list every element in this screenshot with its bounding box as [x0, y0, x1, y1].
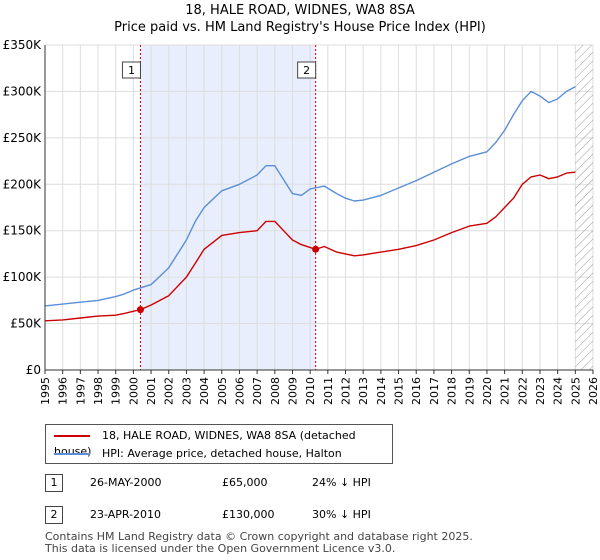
footer-copyright: Contains HM Land Registry data © Crown c…	[45, 530, 473, 543]
x-tick-label: 2010	[304, 377, 317, 405]
legend-swatch-property	[54, 435, 90, 437]
chart-subtitle: Price paid vs. HM Land Registry's House …	[114, 20, 486, 35]
transaction-marker-box	[297, 61, 317, 79]
x-tick-label: 2014	[375, 377, 388, 405]
chart-legend: 18, HALE ROAD, WIDNES, WA8 8SA (detached…	[45, 424, 393, 464]
x-tick-label: 2022	[516, 377, 529, 405]
x-tick-label: 2017	[428, 377, 441, 405]
legend-item-property: 18, HALE ROAD, WIDNES, WA8 8SA (detached…	[54, 428, 392, 458]
sale-point	[136, 306, 144, 314]
y-tick-label: £0	[26, 363, 41, 377]
legend-label-hpi: HPI: Average price, detached house, Halt…	[102, 447, 342, 460]
x-tick-label: 2011	[322, 377, 335, 405]
x-tick-label: 1997	[74, 377, 87, 405]
transaction-marker-label: 2	[303, 64, 310, 77]
transaction-hpi-diff: 30% ↓ HPI	[312, 508, 371, 521]
transaction-price: £130,000	[222, 508, 275, 521]
y-tick-label: £200K	[3, 177, 43, 191]
forecast-hatch	[575, 45, 593, 370]
x-tick-label: 2018	[446, 377, 459, 405]
transaction-number-badge: 2	[45, 506, 63, 524]
sale-point	[312, 245, 320, 253]
legend-item-hpi: HPI: Average price, detached house, Halt…	[54, 446, 342, 462]
x-tick-label: 2020	[481, 377, 494, 405]
y-tick-label: £300K	[3, 84, 43, 98]
x-tick-label: 1995	[39, 377, 52, 405]
x-tick-label: 2019	[463, 377, 476, 405]
y-tick-label: £350K	[3, 38, 43, 52]
legend-swatch-hpi	[54, 453, 90, 455]
x-tick-label: 2023	[534, 377, 547, 405]
transaction-price: £65,000	[222, 476, 268, 489]
hpi-line	[44, 86, 576, 307]
x-tick-label: 2003	[180, 377, 193, 405]
y-tick-label: £150K	[3, 224, 43, 238]
x-tick-label: 2008	[269, 377, 282, 405]
x-tick-label: 2012	[340, 377, 353, 405]
x-tick-label: 2021	[499, 377, 512, 405]
y-tick-label: £250K	[3, 131, 43, 145]
x-tick-label: 2024	[552, 377, 565, 405]
transaction-date: 23-APR-2010	[90, 508, 162, 521]
y-tick-label: £100K	[3, 270, 43, 284]
x-tick-label: 2026	[587, 377, 600, 405]
x-tick-label: 2002	[163, 377, 176, 405]
x-tick-label: 2025	[569, 377, 582, 405]
chart-title: 18, HALE ROAD, WIDNES, WA8 8SA	[185, 3, 415, 18]
x-tick-label: 2009	[286, 377, 299, 405]
transaction-marker-label: 1	[128, 64, 135, 77]
y-tick-label: £50K	[10, 317, 42, 331]
transaction-date: 26-MAY-2000	[90, 476, 162, 489]
x-tick-label: 1996	[57, 377, 70, 405]
x-tick-label: 2016	[410, 377, 423, 405]
x-tick-label: 2006	[233, 377, 246, 405]
x-tick-label: 1999	[110, 377, 123, 405]
ownership-period-shade	[140, 45, 316, 370]
footer-licence: This data is licensed under the Open Gov…	[45, 542, 396, 555]
x-tick-label: 2007	[251, 377, 264, 405]
property-price-line	[44, 171, 576, 322]
x-tick-label: 2005	[216, 377, 229, 405]
x-tick-label: 2004	[198, 377, 211, 405]
x-tick-label: 2015	[393, 377, 406, 405]
x-tick-label: 1998	[92, 377, 105, 405]
price-chart: 1 2 1995 1996 1997 1998 1999 2000 2001 2002 2003 2…	[3, 38, 600, 405]
transaction-marker-box	[121, 61, 141, 79]
transaction-number-badge: 1	[45, 474, 63, 492]
transaction-hpi-diff: 24% ↓ HPI	[312, 476, 371, 489]
plot-area	[45, 45, 593, 370]
x-tick-label: 2013	[357, 377, 370, 405]
x-tick-label: 2000	[127, 377, 140, 405]
x-tick-label: 2001	[145, 377, 158, 405]
